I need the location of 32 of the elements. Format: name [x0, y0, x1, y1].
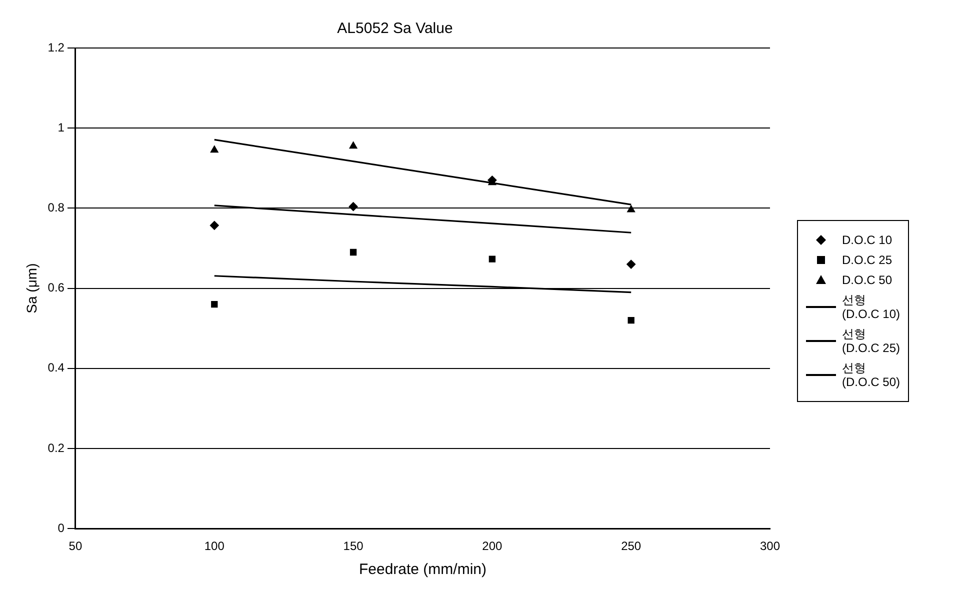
point: [627, 205, 636, 212]
y-axis-title: Sa (μm): [23, 263, 40, 314]
point: [210, 146, 218, 153]
y-tick-label: 1.2: [48, 40, 65, 54]
legend-label: D.O.C 50: [842, 273, 892, 287]
point: [348, 202, 358, 212]
point: [626, 260, 636, 269]
legend-label: 선형 (D.O.C 25): [842, 327, 900, 355]
x-tick-label: 300: [760, 539, 780, 554]
legend-label: 선형 (D.O.C 10): [842, 293, 900, 321]
chart-title: AL5052 Sa Value: [337, 20, 453, 38]
point: [211, 300, 218, 308]
y-tick-label: 1: [58, 120, 65, 134]
y-tick-label: 0.4: [48, 360, 65, 375]
legend-label: D.O.C 10: [842, 233, 892, 247]
y-tick-label: 0.8: [48, 200, 65, 215]
y-tick-label: 0: [58, 520, 65, 535]
y-tick-label: 0.6: [48, 280, 65, 295]
x-tick-label: 150: [343, 539, 364, 554]
point: [488, 256, 496, 262]
legend-label: 선형 (D.O.C 50): [842, 361, 900, 389]
point: [350, 248, 357, 256]
x-tick-label: 250: [621, 539, 642, 554]
x-tick-label: 50: [68, 539, 82, 554]
x-tick-label: 100: [204, 539, 225, 554]
y-tick-label: 0.2: [48, 440, 65, 455]
point: [349, 142, 358, 149]
x-axis-title: Feedrate (mm/min): [358, 561, 487, 578]
x-tick-label: 200: [482, 539, 503, 554]
point: [628, 317, 634, 324]
legend-label: D.O.C 25: [842, 253, 892, 267]
point: [210, 220, 219, 230]
